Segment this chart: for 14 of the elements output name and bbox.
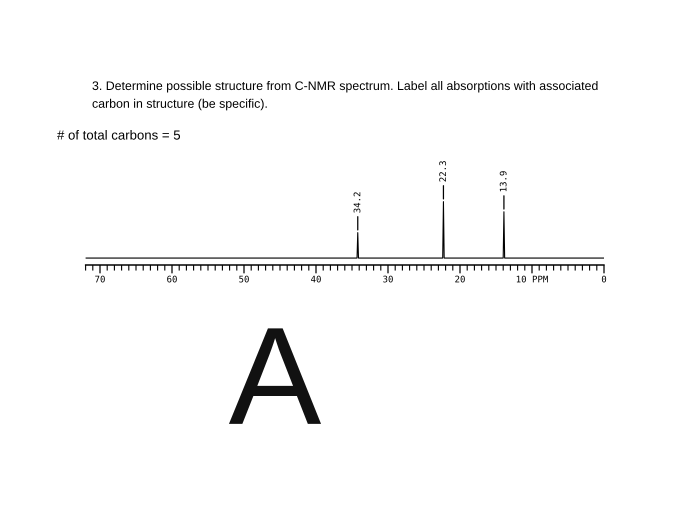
x-tick-label: 70 xyxy=(95,276,105,282)
text: A xyxy=(228,328,322,424)
x-tick-label: 20 xyxy=(455,276,465,282)
x-tick-label: 50 xyxy=(239,276,249,282)
x-tick-label: 10 PPM xyxy=(516,276,548,282)
chart-title: 3. Determine possible structure from C-NMR spectrum. Label all absorptions with associated carbon in structure (be specific). xyxy=(92,81,598,110)
annotation: 22.3 xyxy=(439,161,446,182)
x-tick-label: 60 xyxy=(167,276,177,282)
x-tick-label: 0 xyxy=(602,276,606,282)
chart-subtitle: # of total carbons = 5 xyxy=(57,130,180,140)
x-tick-label: 30 xyxy=(383,276,393,282)
annotation: 13.9 xyxy=(500,171,507,192)
x-tick-label: 40 xyxy=(311,276,321,282)
annotation: 34.2 xyxy=(354,192,360,213)
